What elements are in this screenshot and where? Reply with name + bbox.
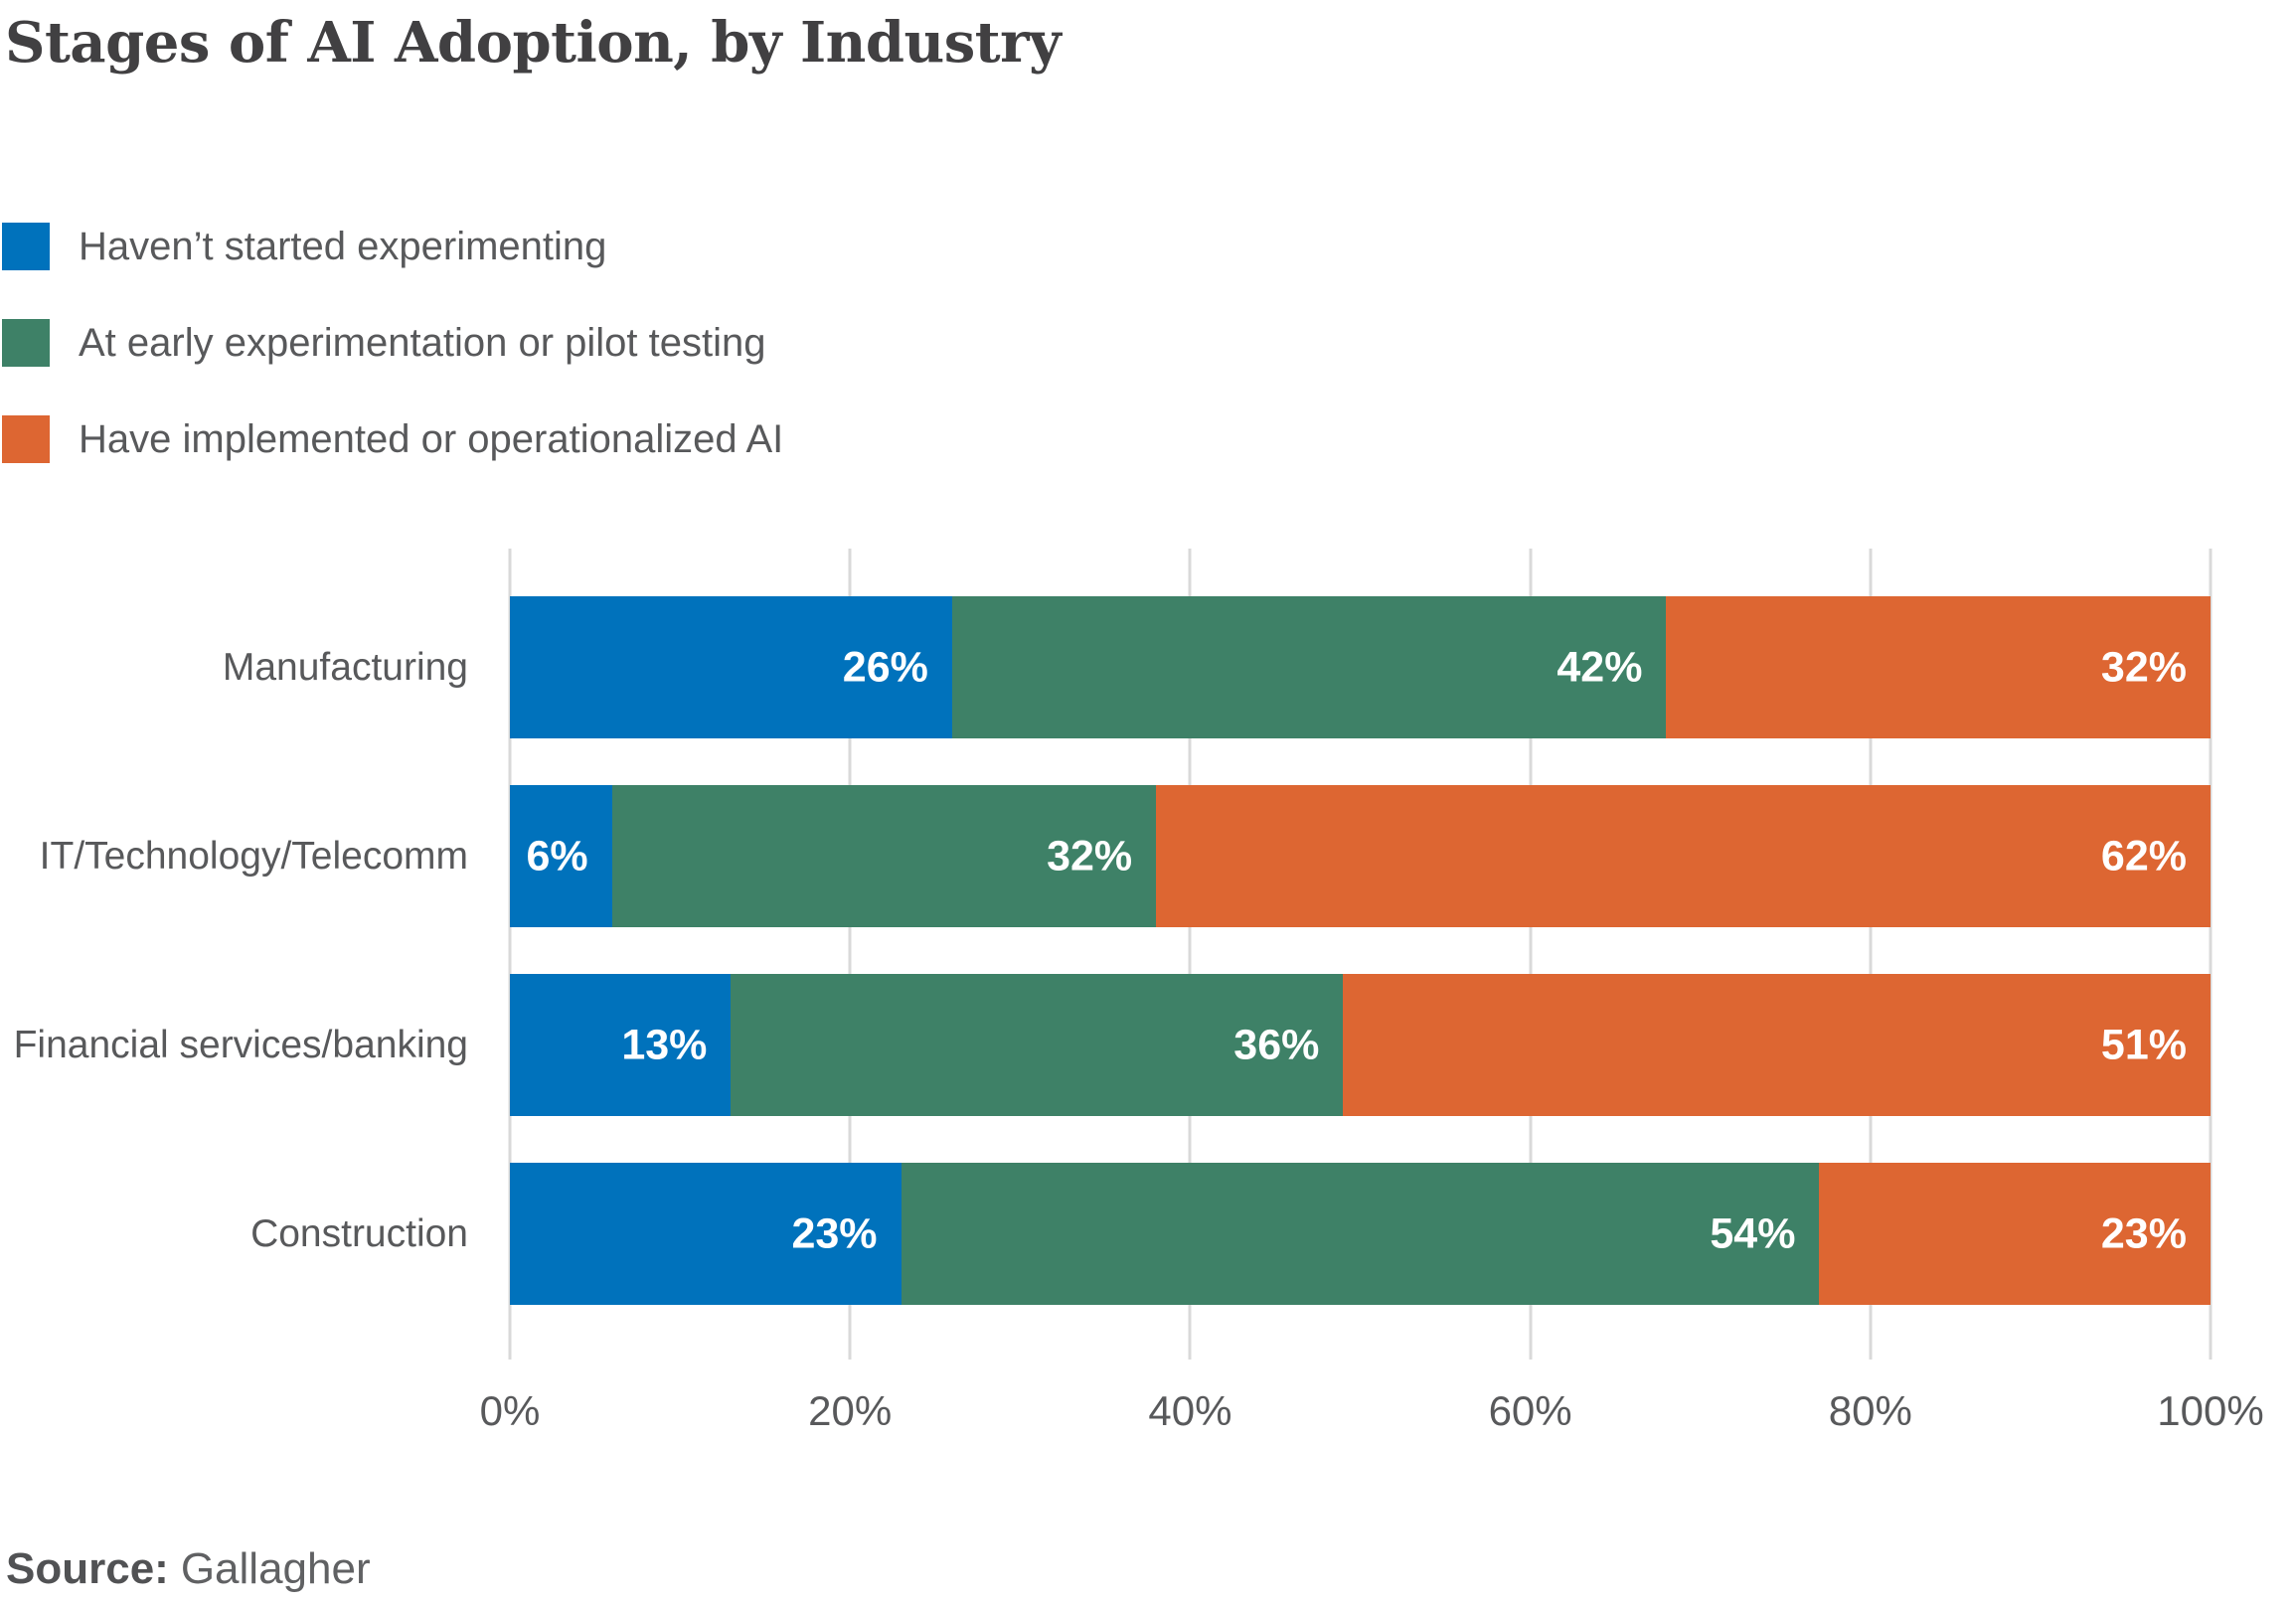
bar-value-label: 13% (621, 1021, 708, 1068)
bar-segment: 54% (901, 1163, 1820, 1305)
category-label: Manufacturing (222, 646, 468, 689)
category-label: IT/Technology/Telecomm (39, 835, 468, 878)
bar-segment: 13% (510, 974, 732, 1116)
gridline (2209, 549, 2213, 1360)
source-value: Gallagher (180, 1544, 371, 1593)
legend-label: Haven’t started experimenting (79, 224, 607, 268)
x-axis-tick: 60% (1488, 1387, 1572, 1434)
plot-area: 0% 20% 40% 60% 80% 100% 26% 42% 32% 6% 32% 62% 13% 36… (480, 549, 2264, 1434)
legend-item: Haven’t started experimenting (2, 223, 783, 270)
x-axis-tick: 80% (1828, 1387, 1912, 1434)
bar-value-label: 54% (1710, 1209, 1796, 1257)
gridline (848, 549, 852, 1360)
bar-value-label: 51% (2100, 1021, 2187, 1068)
source-label: Source: (6, 1544, 169, 1593)
category-label: Construction (250, 1212, 468, 1255)
legend-item: At early experimentation or pilot testin… (2, 319, 783, 367)
bar-value-label: 23% (791, 1209, 878, 1257)
gridline (1869, 549, 1873, 1360)
bar-row: 26% 42% 32% (510, 596, 2211, 738)
bar-row: 13% 36% 51% (510, 974, 2211, 1116)
x-axis-tick: 0% (479, 1387, 541, 1434)
gridline (1188, 549, 1192, 1360)
bar-value-label: 32% (1047, 832, 1133, 880)
category-label: Financial services/banking (13, 1024, 468, 1066)
gridline (508, 549, 512, 1360)
legend: Haven’t started experimenting At early ex… (2, 223, 783, 512)
bar-segment: 26% (510, 596, 952, 738)
bar-segment: 23% (1819, 1163, 2211, 1305)
bar-value-label: 23% (2100, 1209, 2187, 1257)
bar-value-label: 36% (1233, 1021, 1320, 1068)
gridline (1529, 549, 1533, 1360)
bar-segment: 32% (611, 785, 1157, 927)
x-axis-tick: 100% (2157, 1387, 2264, 1434)
bar-row: 23% 54% 23% (510, 1163, 2211, 1305)
bar-segment: 6% (510, 785, 612, 927)
x-axis-tick: 40% (1148, 1387, 1232, 1434)
bar-segment: 42% (951, 596, 1667, 738)
bar-value-label: 42% (1557, 643, 1643, 691)
legend-swatch-icon (2, 319, 50, 367)
bar-segment: 23% (510, 1163, 902, 1305)
legend-label: Have implemented or operationalized AI (79, 416, 784, 461)
legend-swatch-icon (2, 223, 50, 270)
page-title: Stages of AI Adoption, by Industry (5, 10, 1062, 76)
bar-segment: 62% (1156, 785, 2211, 927)
bar-value-label: 26% (842, 643, 928, 691)
bar-segment: 32% (1666, 596, 2211, 738)
bar-segment: 51% (1343, 974, 2211, 1116)
x-axis-tick: 20% (808, 1387, 893, 1434)
legend-item: Have implemented or operationalized AI (2, 415, 783, 463)
legend-label: At early experimentation or pilot testin… (79, 320, 766, 365)
source-line: Source: Gallagher (6, 1544, 371, 1594)
bar-value-label: 62% (2100, 832, 2187, 880)
bar-value-label: 6% (526, 832, 588, 880)
legend-swatch-icon (2, 415, 50, 463)
bar-value-label: 32% (2100, 643, 2187, 691)
bar-segment: 36% (731, 974, 1344, 1116)
bar-row: 6% 32% 62% (510, 785, 2211, 927)
